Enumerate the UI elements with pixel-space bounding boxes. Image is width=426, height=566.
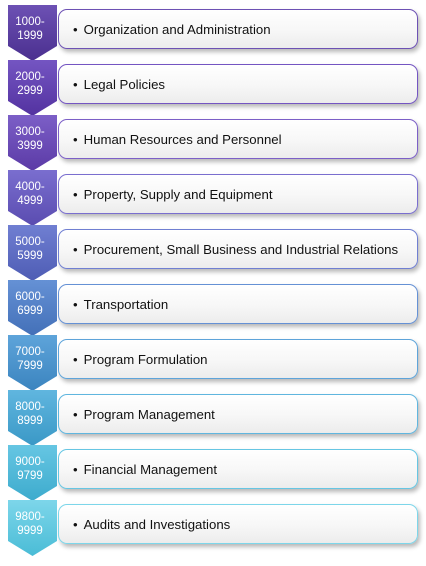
category-card: Procurement, Small Business and Industri… — [58, 229, 418, 269]
range-start: 4000- — [15, 181, 45, 193]
chevron-tab-icon — [8, 225, 57, 281]
range-end: 9999 — [17, 525, 43, 537]
category-label: Organization and Administration — [73, 10, 271, 50]
range-start: 1000- — [15, 16, 45, 28]
category-card: Program Formulation — [58, 339, 418, 379]
range-row: Financial Management 9000- 9799 — [0, 445, 426, 501]
range-end: 3999 — [17, 140, 43, 152]
category-card: Program Management — [58, 394, 418, 434]
code-range: 2000- 2999 — [10, 70, 50, 98]
chevron-tab-icon — [8, 280, 57, 336]
code-range: 9800- 9999 — [10, 510, 50, 538]
range-end: 7999 — [17, 360, 43, 372]
range-end: 2999 — [17, 85, 43, 97]
chevron-tab-icon — [8, 500, 57, 556]
category-card: Property, Supply and Equipment — [58, 174, 418, 214]
range-end: 4999 — [17, 195, 43, 207]
range-row: Program Management 8000- 8999 — [0, 390, 426, 446]
chevron-tab-icon — [8, 170, 57, 226]
range-start: 9800- — [15, 511, 45, 523]
category-card: Human Resources and Personnel — [58, 119, 418, 159]
code-range: 5000- 5999 — [10, 235, 50, 263]
chevron-tab-icon — [8, 335, 57, 391]
code-range: 9000- 9799 — [10, 455, 50, 483]
chevron-tab-icon — [8, 115, 57, 171]
chevron-tab-icon — [8, 445, 57, 501]
range-row: Organization and Administration 1000- 19… — [0, 5, 426, 61]
range-row: Transportation 6000- 6999 — [0, 280, 426, 336]
range-row: Program Formulation 7000- 7999 — [0, 335, 426, 391]
range-row: Audits and Investigations 9800- 9999 — [0, 500, 426, 556]
range-row: Human Resources and Personnel 3000- 3999 — [0, 115, 426, 171]
category-label: Program Management — [73, 395, 215, 435]
category-label: Legal Policies — [73, 65, 165, 105]
range-start: 6000- — [15, 291, 45, 303]
category-card: Organization and Administration — [58, 9, 418, 49]
range-end: 1999 — [17, 30, 43, 42]
range-start: 2000- — [15, 71, 45, 83]
range-end: 8999 — [17, 415, 43, 427]
category-card: Financial Management — [58, 449, 418, 489]
chevron-tab-icon — [8, 60, 57, 116]
category-card: Audits and Investigations — [58, 504, 418, 544]
category-label: Procurement, Small Business and Industri… — [73, 230, 398, 270]
category-label: Property, Supply and Equipment — [73, 175, 273, 215]
category-card: Legal Policies — [58, 64, 418, 104]
code-range: 6000- 6999 — [10, 290, 50, 318]
category-label: Audits and Investigations — [73, 505, 231, 545]
range-end: 6999 — [17, 305, 43, 317]
code-range: 3000- 3999 — [10, 125, 50, 153]
code-range: 1000- 1999 — [10, 15, 50, 43]
range-start: 5000- — [15, 236, 45, 248]
category-label: Financial Management — [73, 450, 217, 490]
range-start: 3000- — [15, 126, 45, 138]
range-start: 8000- — [15, 401, 45, 413]
range-end: 5999 — [17, 250, 43, 262]
category-card: Transportation — [58, 284, 418, 324]
category-label: Human Resources and Personnel — [73, 120, 282, 160]
range-row: Procurement, Small Business and Industri… — [0, 225, 426, 281]
chevron-tab-icon — [8, 5, 57, 61]
category-label: Transportation — [73, 285, 169, 325]
range-start: 9000- — [15, 456, 45, 468]
range-row: Legal Policies 2000- 2999 — [0, 60, 426, 116]
code-range: 7000- 7999 — [10, 345, 50, 373]
chevron-tab-icon — [8, 390, 57, 446]
range-row: Property, Supply and Equipment 4000- 499… — [0, 170, 426, 226]
category-label: Program Formulation — [73, 340, 208, 380]
range-end: 9799 — [17, 470, 43, 482]
code-range: 4000- 4999 — [10, 180, 50, 208]
code-range: 8000- 8999 — [10, 400, 50, 428]
range-start: 7000- — [15, 346, 45, 358]
